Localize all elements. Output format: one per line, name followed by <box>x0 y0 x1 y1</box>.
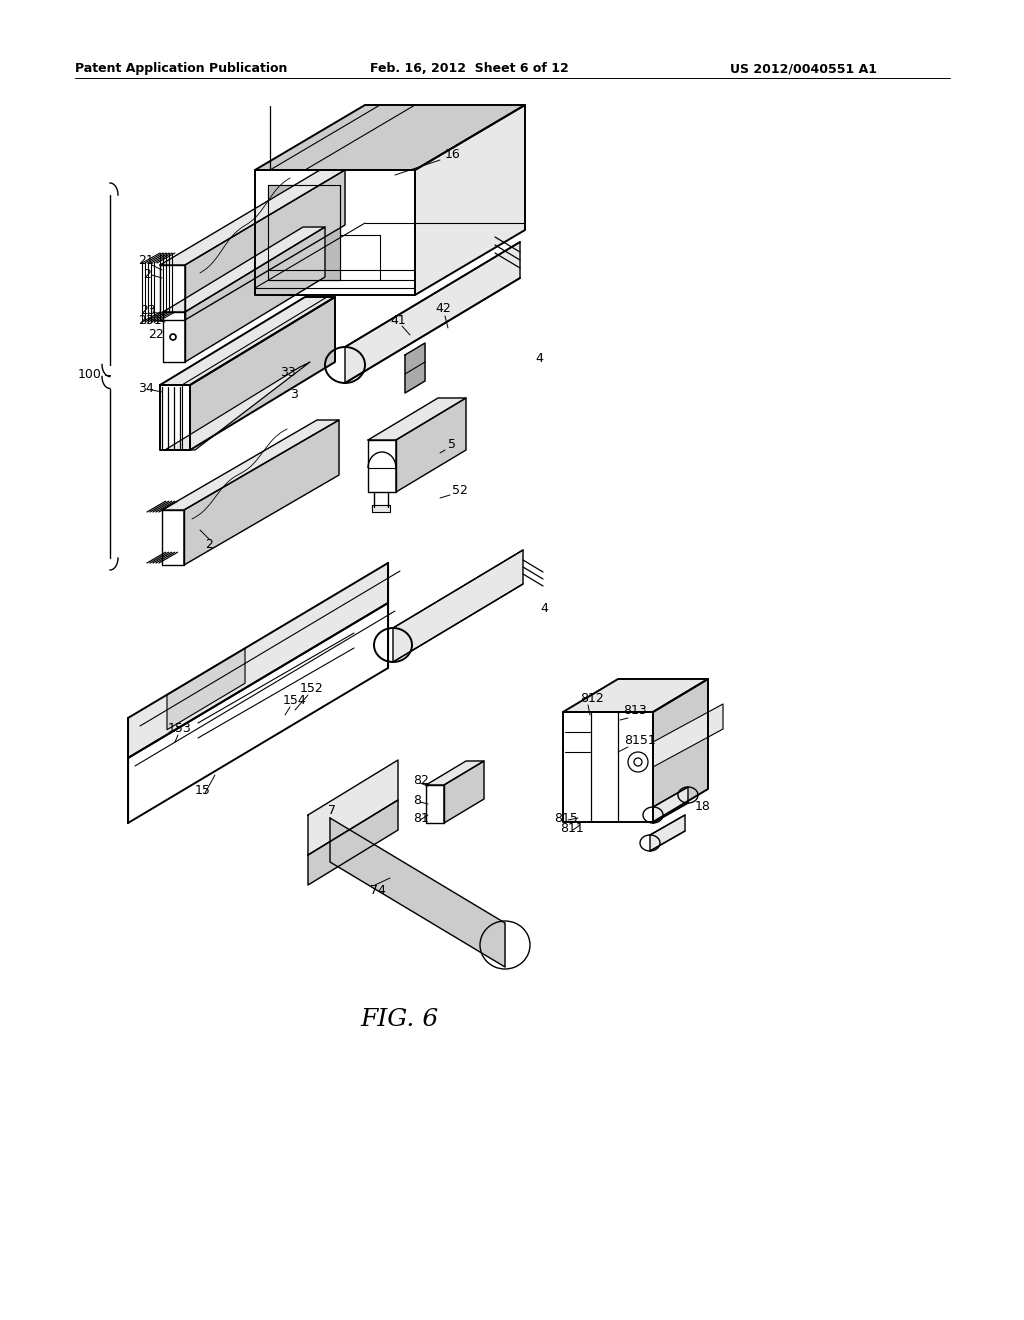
Text: 8: 8 <box>413 793 421 807</box>
Text: 815: 815 <box>554 812 578 825</box>
Text: 23: 23 <box>140 304 156 317</box>
Polygon shape <box>190 297 335 450</box>
Text: 812: 812 <box>580 692 604 705</box>
Polygon shape <box>162 510 184 565</box>
Polygon shape <box>167 648 245 730</box>
Text: 21: 21 <box>138 253 154 267</box>
Polygon shape <box>650 814 685 851</box>
Text: 100: 100 <box>78 368 101 381</box>
Text: 34: 34 <box>138 381 154 395</box>
Polygon shape <box>653 678 708 822</box>
Text: 5: 5 <box>449 438 456 451</box>
Text: 15: 15 <box>195 784 211 796</box>
Text: 81: 81 <box>413 812 429 825</box>
Text: 154: 154 <box>283 693 307 706</box>
Polygon shape <box>165 362 310 450</box>
Text: 18: 18 <box>695 800 711 813</box>
Text: Patent Application Publication: Patent Application Publication <box>75 62 288 75</box>
Polygon shape <box>563 678 708 711</box>
Polygon shape <box>160 265 185 319</box>
Text: 2: 2 <box>143 268 151 281</box>
Polygon shape <box>653 787 688 822</box>
Polygon shape <box>163 312 185 362</box>
Text: 152: 152 <box>300 681 324 694</box>
Polygon shape <box>393 550 523 663</box>
Text: 41: 41 <box>390 314 406 326</box>
Polygon shape <box>426 785 444 822</box>
Polygon shape <box>653 704 723 767</box>
Polygon shape <box>184 420 339 565</box>
Polygon shape <box>406 343 425 393</box>
Polygon shape <box>160 385 190 450</box>
Polygon shape <box>368 440 396 492</box>
Text: Feb. 16, 2012  Sheet 6 of 12: Feb. 16, 2012 Sheet 6 of 12 <box>370 62 568 75</box>
Polygon shape <box>563 711 653 822</box>
Polygon shape <box>444 762 484 822</box>
Text: 2: 2 <box>205 539 213 552</box>
Text: US 2012/0040551 A1: US 2012/0040551 A1 <box>730 62 877 75</box>
Polygon shape <box>255 106 525 170</box>
Text: 811: 811 <box>560 821 584 834</box>
Text: 16: 16 <box>445 149 461 161</box>
Text: 7: 7 <box>328 804 336 817</box>
Polygon shape <box>308 800 398 884</box>
Text: 4: 4 <box>535 351 543 364</box>
Text: 52: 52 <box>452 483 468 496</box>
Polygon shape <box>372 506 390 512</box>
Polygon shape <box>128 603 388 822</box>
Polygon shape <box>185 170 345 319</box>
Polygon shape <box>268 185 340 280</box>
Text: 3: 3 <box>290 388 298 401</box>
Text: 231: 231 <box>138 314 162 326</box>
Polygon shape <box>255 170 415 294</box>
Polygon shape <box>163 227 325 312</box>
Text: 4: 4 <box>540 602 548 615</box>
Polygon shape <box>415 106 525 294</box>
Text: 33: 33 <box>280 366 296 379</box>
Polygon shape <box>345 242 520 383</box>
Polygon shape <box>368 399 466 440</box>
Text: 813: 813 <box>623 704 647 717</box>
Polygon shape <box>308 760 398 855</box>
Polygon shape <box>162 420 339 510</box>
Polygon shape <box>160 170 345 265</box>
Polygon shape <box>185 227 325 362</box>
Polygon shape <box>128 564 388 758</box>
Polygon shape <box>160 297 335 385</box>
Polygon shape <box>330 818 505 968</box>
Text: FIG. 6: FIG. 6 <box>360 1008 439 1031</box>
Text: 82: 82 <box>413 774 429 787</box>
Polygon shape <box>396 399 466 492</box>
Text: 74: 74 <box>370 883 386 896</box>
Text: 22: 22 <box>148 329 164 342</box>
Polygon shape <box>426 762 484 785</box>
Text: 153: 153 <box>168 722 191 734</box>
Text: 8151: 8151 <box>624 734 655 747</box>
Text: 42: 42 <box>435 301 451 314</box>
